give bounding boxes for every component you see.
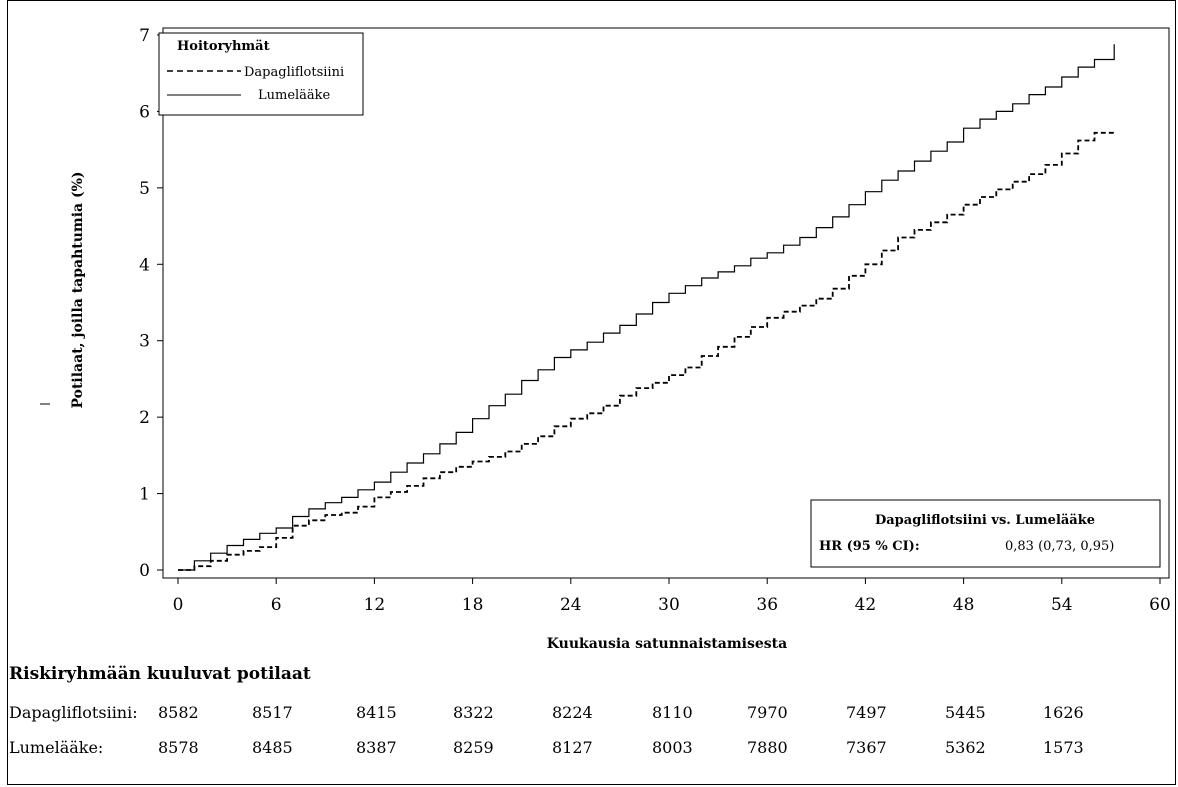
x-tick-label: 30	[658, 595, 680, 615]
x-tick-label: 18	[462, 595, 484, 615]
y-tick-label: 6	[139, 102, 150, 122]
risk-cell: 8582	[158, 703, 199, 722]
y-tick-label: 4	[139, 255, 150, 275]
y-tick-label: 7	[139, 26, 150, 46]
risk-cell: 5362	[945, 738, 986, 757]
figure-frame	[7, 0, 1176, 785]
x-tick-label: 48	[953, 595, 975, 615]
risk-cell: 8322	[453, 703, 494, 722]
risk-cell: 8517	[252, 703, 293, 722]
risk-cell: 7970	[747, 703, 788, 722]
risk-cell: 8578	[158, 738, 199, 757]
x-tick-label: 36	[756, 595, 778, 615]
x-tick-label: 12	[364, 595, 386, 615]
risk-cell: 8259	[453, 738, 494, 757]
hr-label: HR (95 % CI):	[819, 539, 920, 554]
risk-cell: 8127	[552, 738, 593, 757]
hr-box: Dapagliflotsiini vs. Lumelääke HR (95 % …	[810, 499, 1161, 568]
risk-cell: 8485	[252, 738, 293, 757]
plot-area	[162, 27, 1170, 579]
risk-row-label: Lumelääke:	[9, 738, 104, 757]
x-axis-label: Kuukausia satunnaistamisesta	[547, 636, 787, 652]
y-tick-label: 5	[139, 179, 150, 199]
x-tick-label: 60	[1149, 595, 1171, 615]
hr-value: 0,83 (0,73, 0,95)	[1005, 539, 1114, 554]
risk-table-title: Riskiryhmään kuuluvat potilaat	[9, 664, 311, 684]
risk-cell: 8224	[552, 703, 593, 722]
x-tick-label: 42	[855, 595, 877, 615]
legend-entry-2: Lumelääke	[258, 88, 331, 103]
y-tick-label: 3	[139, 332, 150, 352]
y-tick-label: 0	[139, 561, 150, 581]
series-layer	[178, 44, 1115, 571]
hr-box-frame	[810, 499, 1161, 568]
risk-cell: 7497	[846, 703, 887, 722]
series-line-dapagliflotsiini	[178, 131, 1115, 571]
risk-cell: 8415	[356, 703, 397, 722]
legend-title: Hoitoryhmät	[177, 39, 270, 54]
y-tick-label: 2	[139, 408, 150, 428]
legend: Hoitoryhmät Dapagliflotsiini Lumelääke	[158, 32, 364, 116]
x-axis-ticks: 0 6 12 18 24 30 36 42 48 54 60	[173, 578, 1171, 615]
legend-box	[158, 32, 364, 116]
risk-cell: 5445	[945, 703, 986, 722]
y-tick-label: 1	[139, 485, 150, 505]
risk-cell: 7367	[846, 738, 887, 757]
y-axis-label: Potilaat, joilla tapahtumia (%)	[70, 171, 86, 408]
risk-cell: 8110	[652, 703, 693, 722]
legend-entry-1: Dapagliflotsiini	[244, 65, 344, 80]
risk-cell: 8387	[356, 738, 397, 757]
series-line-lumelaake	[178, 44, 1115, 571]
y-axis-ticks: 0 1 2 3 4 5 6 7	[139, 26, 163, 581]
x-tick-label: 24	[560, 595, 582, 615]
hr-box-title: Dapagliflotsiini vs. Lumelääke	[875, 513, 1095, 528]
risk-cell: 8003	[652, 738, 693, 757]
risk-cell: 1626	[1043, 703, 1084, 722]
risk-cell: 1573	[1043, 738, 1084, 757]
risk-cell: 7880	[747, 738, 788, 757]
x-tick-label: 6	[271, 595, 282, 615]
x-tick-label: 54	[1051, 595, 1073, 615]
risk-row-label: Dapagliflotsiini:	[9, 703, 138, 722]
x-tick-label: 0	[173, 595, 184, 615]
